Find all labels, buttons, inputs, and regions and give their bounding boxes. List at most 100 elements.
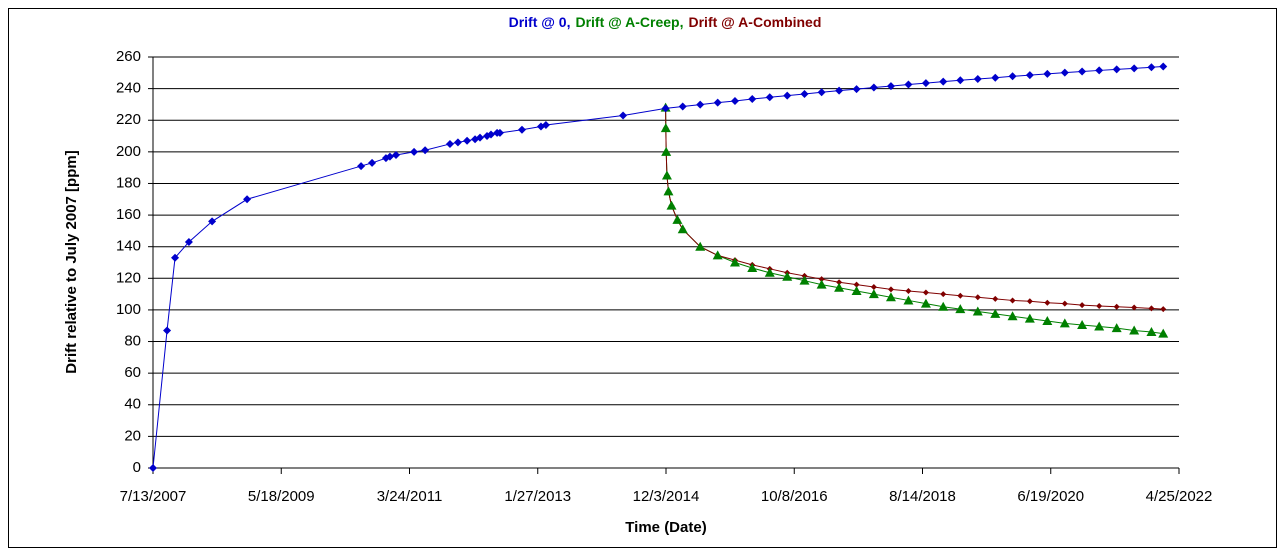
data-point xyxy=(661,104,670,113)
data-point xyxy=(660,123,671,133)
data-point xyxy=(990,308,1001,318)
y-tick-label: 40 xyxy=(124,396,141,413)
data-point xyxy=(410,147,419,156)
data-point xyxy=(1113,303,1120,310)
x-tick-label: 7/13/2007 xyxy=(120,488,187,505)
data-point xyxy=(852,85,861,94)
x-axis-title: Time (Date) xyxy=(625,519,706,536)
data-point xyxy=(1007,311,1018,321)
data-point xyxy=(666,200,677,210)
data-point xyxy=(1061,300,1068,307)
data-point xyxy=(1078,67,1087,76)
data-point xyxy=(799,275,810,285)
data-point xyxy=(1112,65,1121,74)
data-point xyxy=(445,139,454,148)
data-point xyxy=(475,133,484,142)
data-point xyxy=(661,170,672,180)
data-point xyxy=(1131,304,1138,311)
data-point xyxy=(243,195,252,204)
data-point xyxy=(905,287,912,294)
data-point xyxy=(1043,69,1052,78)
chart-title: Drift @ 0, Drift @ A-Creep, Drift @ A-Comb… xyxy=(509,14,822,30)
data-point xyxy=(1160,306,1167,313)
data-point xyxy=(1044,299,1051,306)
data-point xyxy=(1158,328,1169,338)
data-point xyxy=(940,291,947,298)
data-point xyxy=(992,295,999,302)
data-point xyxy=(495,128,504,137)
y-tick-label: 160 xyxy=(116,206,141,223)
data-point xyxy=(938,301,949,311)
data-point xyxy=(1077,319,1088,329)
data-point xyxy=(957,292,964,299)
y-tick-label: 60 xyxy=(124,364,141,381)
data-point xyxy=(1094,321,1105,331)
data-point xyxy=(619,111,628,120)
x-tick-label: 4/25/2022 xyxy=(1146,488,1213,505)
data-point xyxy=(1146,327,1157,337)
data-point xyxy=(816,279,827,289)
data-point xyxy=(663,186,674,196)
data-point xyxy=(782,271,793,281)
data-point xyxy=(1147,63,1156,72)
data-point xyxy=(385,152,394,161)
data-point xyxy=(973,74,982,83)
data-point xyxy=(1129,325,1140,335)
x-tick-label: 12/3/2014 xyxy=(633,488,700,505)
data-point xyxy=(1025,71,1034,80)
data-point xyxy=(463,136,472,145)
data-point xyxy=(800,89,809,98)
y-tick-label: 220 xyxy=(116,111,141,128)
data-point xyxy=(1148,305,1155,312)
title-part: Drift @ A-Creep, xyxy=(575,14,683,30)
data-point xyxy=(1111,323,1122,333)
data-point xyxy=(208,217,217,226)
data-point xyxy=(765,93,774,102)
y-tick-label: 100 xyxy=(116,301,141,318)
data-point xyxy=(678,102,687,111)
data-point xyxy=(695,241,706,251)
y-tick-label: 120 xyxy=(116,269,141,286)
data-point xyxy=(817,88,826,97)
data-point xyxy=(886,82,895,91)
data-point xyxy=(392,151,401,160)
y-tick-label: 240 xyxy=(116,80,141,97)
title-part: Drift @ A-Combined xyxy=(689,14,822,30)
data-point xyxy=(972,306,983,316)
y-tick-label: 140 xyxy=(116,238,141,255)
data-point xyxy=(764,267,775,277)
data-point xyxy=(974,294,981,301)
data-point xyxy=(1026,298,1033,305)
data-point xyxy=(729,257,740,267)
y-tick-label: 20 xyxy=(124,427,141,444)
y-tick-label: 200 xyxy=(116,143,141,160)
data-point xyxy=(487,130,496,139)
data-point xyxy=(783,91,792,100)
data-point xyxy=(868,289,879,299)
x-tick-label: 10/8/2016 xyxy=(761,488,828,505)
data-point xyxy=(903,295,914,305)
data-point xyxy=(920,298,931,308)
data-point xyxy=(677,224,688,234)
data-point xyxy=(517,125,526,134)
data-point xyxy=(1060,68,1069,77)
y-tick-label: 260 xyxy=(116,48,141,65)
y-tick-label: 180 xyxy=(116,174,141,191)
data-point xyxy=(661,146,672,156)
data-point xyxy=(712,250,723,260)
title-part: Drift @ 0, xyxy=(509,14,571,30)
data-point xyxy=(1130,64,1139,73)
data-point xyxy=(870,284,877,291)
x-tick-label: 1/27/2013 xyxy=(504,488,571,505)
data-point xyxy=(421,146,430,155)
data-point xyxy=(1079,302,1086,309)
x-tick-label: 5/18/2009 xyxy=(248,488,315,505)
data-point xyxy=(921,79,930,88)
data-point xyxy=(163,326,172,335)
data-point xyxy=(184,237,193,246)
data-point xyxy=(1095,66,1104,75)
data-point xyxy=(672,214,683,224)
data-point xyxy=(836,279,843,286)
data-point xyxy=(1042,315,1053,325)
y-tick-label: 0 xyxy=(133,459,141,476)
